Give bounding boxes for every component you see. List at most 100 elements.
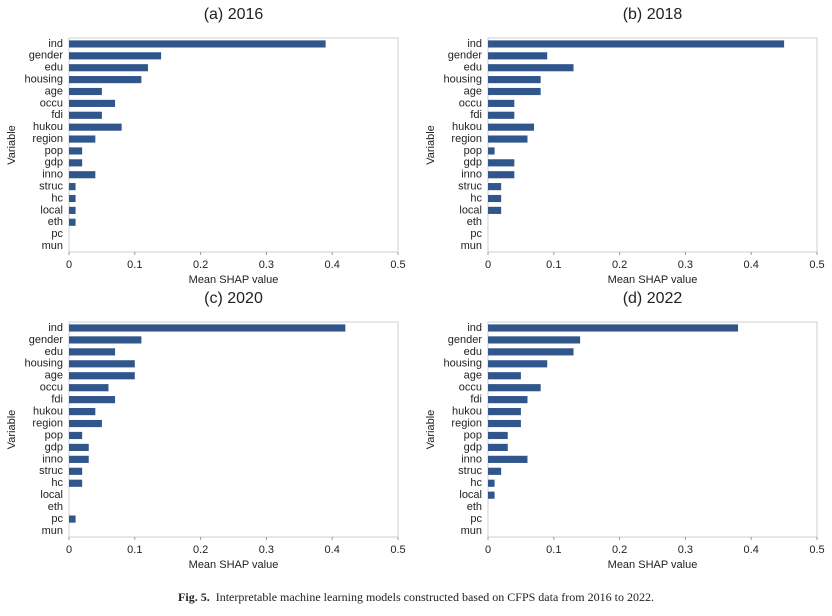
bar bbox=[69, 40, 326, 48]
y-tick-label: local bbox=[40, 489, 63, 501]
y-tick-label: fdi bbox=[470, 394, 482, 406]
bar bbox=[69, 52, 162, 60]
bar bbox=[488, 360, 548, 368]
y-tick-label: edu bbox=[45, 346, 63, 358]
bar bbox=[488, 491, 495, 499]
plot-frame bbox=[487, 37, 818, 253]
y-tick-label: ind bbox=[467, 322, 482, 334]
y-axis-label: Variable bbox=[6, 125, 18, 165]
bar bbox=[69, 515, 76, 523]
bar bbox=[69, 159, 83, 167]
bar bbox=[69, 431, 83, 440]
bar bbox=[69, 384, 109, 392]
x-axis-label: Mean SHAP value bbox=[608, 559, 698, 571]
y-tick-label: hukou bbox=[33, 405, 63, 417]
bar bbox=[69, 64, 148, 72]
caption-text: Interpretable machine learning models co… bbox=[216, 590, 654, 604]
bar bbox=[488, 40, 785, 48]
bar bbox=[488, 336, 581, 344]
bar bbox=[488, 206, 502, 214]
x-tick-label: 0 bbox=[66, 544, 72, 556]
y-tick-label: local bbox=[459, 489, 482, 501]
y-tick-label: region bbox=[32, 133, 63, 145]
y-tick-label: region bbox=[451, 417, 482, 429]
bar bbox=[69, 218, 76, 226]
x-tick-label: 0 bbox=[485, 544, 491, 556]
y-tick-label: age bbox=[464, 370, 482, 382]
bar bbox=[488, 455, 528, 463]
y-tick-label: pop bbox=[464, 429, 482, 441]
x-tick-label: 0.3 bbox=[259, 259, 274, 271]
bar bbox=[488, 372, 521, 380]
y-tick-label: housing bbox=[443, 358, 482, 370]
y-tick-label: occu bbox=[459, 97, 482, 109]
bar bbox=[488, 431, 508, 440]
bar bbox=[488, 324, 739, 332]
y-tick-label: mun bbox=[461, 525, 482, 537]
x-tick-label: 0.2 bbox=[612, 259, 627, 271]
y-tick-label: gender bbox=[29, 334, 64, 346]
y-tick-label: age bbox=[464, 85, 482, 97]
y-tick-label: housing bbox=[24, 358, 63, 370]
y-tick-label: inno bbox=[42, 169, 63, 181]
y-tick-label: local bbox=[40, 204, 63, 216]
x-tick-label: 0.2 bbox=[193, 544, 208, 556]
bar bbox=[488, 384, 541, 392]
bar bbox=[488, 171, 515, 179]
y-axis-label: Variable bbox=[425, 410, 437, 450]
bar bbox=[488, 348, 574, 356]
caption: Fig. 5. Interpretable machine learning mo… bbox=[178, 590, 654, 604]
y-tick-label: inno bbox=[461, 453, 482, 465]
bar bbox=[488, 147, 495, 155]
x-tick-label: 0.1 bbox=[546, 259, 561, 271]
y-tick-label: eth bbox=[48, 501, 63, 513]
y-tick-label: inno bbox=[461, 169, 482, 181]
bar bbox=[488, 408, 521, 416]
y-tick-label: hukou bbox=[33, 121, 63, 133]
x-tick-label: 0.5 bbox=[390, 544, 405, 556]
bar bbox=[69, 206, 76, 214]
bar bbox=[69, 111, 102, 119]
y-tick-label: region bbox=[451, 133, 482, 145]
y-tick-label: housing bbox=[24, 74, 63, 86]
bar bbox=[69, 194, 76, 203]
y-tick-label: ind bbox=[48, 322, 63, 334]
bar bbox=[488, 123, 535, 131]
y-tick-label: struc bbox=[458, 181, 482, 193]
chart-title: (a) 2016 bbox=[204, 6, 264, 23]
y-tick-label: eth bbox=[48, 216, 63, 228]
bar bbox=[69, 360, 135, 368]
chart-title: (c) 2020 bbox=[204, 290, 263, 307]
y-tick-label: ind bbox=[467, 38, 482, 50]
x-tick-label: 0.5 bbox=[809, 544, 824, 556]
bar bbox=[488, 111, 515, 119]
y-tick-label: age bbox=[45, 370, 63, 382]
y-tick-label: hukou bbox=[452, 121, 482, 133]
bar bbox=[69, 171, 96, 179]
bar bbox=[69, 467, 83, 475]
y-tick-label: edu bbox=[45, 62, 63, 74]
y-tick-label: hukou bbox=[452, 405, 482, 417]
x-tick-label: 0.3 bbox=[678, 259, 693, 271]
x-tick-label: 0.2 bbox=[193, 259, 208, 271]
bar bbox=[69, 396, 116, 404]
x-tick-label: 0 bbox=[66, 259, 72, 271]
y-tick-label: gender bbox=[448, 334, 483, 346]
bar bbox=[69, 135, 96, 143]
y-tick-label: gdp bbox=[45, 441, 63, 453]
y-tick-label: inno bbox=[42, 453, 63, 465]
y-tick-label: fdi bbox=[51, 109, 63, 121]
x-tick-label: 0.3 bbox=[678, 544, 693, 556]
bar bbox=[69, 419, 102, 428]
x-tick-label: 0.1 bbox=[127, 544, 142, 556]
y-tick-label: pop bbox=[45, 145, 63, 157]
bar bbox=[69, 76, 142, 84]
y-tick-label: hc bbox=[51, 192, 63, 204]
y-tick-label: eth bbox=[467, 501, 482, 513]
y-tick-label: occu bbox=[40, 97, 63, 109]
bar bbox=[69, 479, 83, 487]
bar bbox=[69, 123, 122, 131]
y-tick-label: mun bbox=[461, 240, 482, 252]
bar bbox=[69, 443, 89, 451]
bar bbox=[69, 324, 346, 332]
